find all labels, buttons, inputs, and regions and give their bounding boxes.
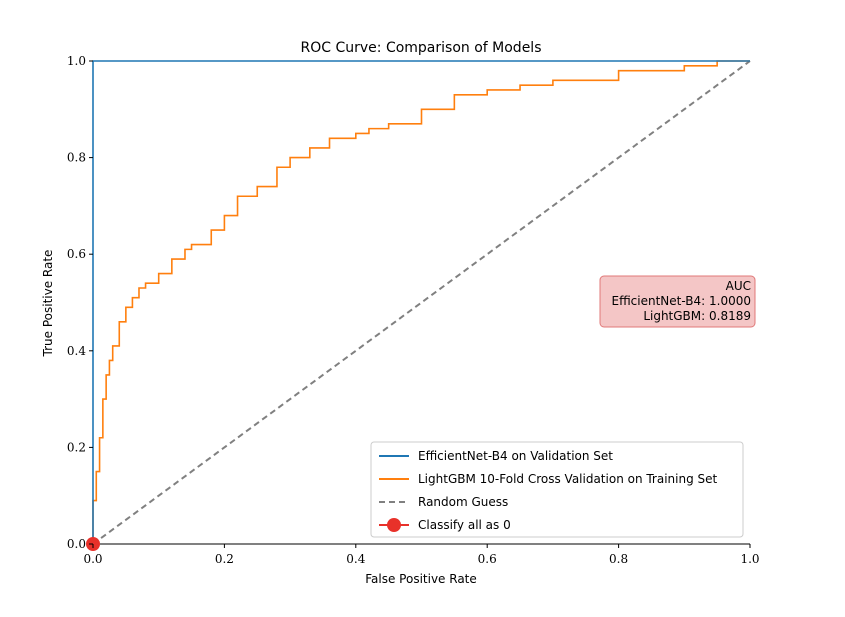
auc-annotation-line: EfficientNet-B4: 1.0000 [612,294,752,308]
legend-label: LightGBM 10-Fold Cross Validation on Tra… [418,472,718,486]
x-tick-label: 0.2 [215,552,234,566]
legend-box [370,441,744,538]
x-tick-label: 0.4 [346,552,365,566]
y-tick-label: 0.4 [67,344,86,358]
auc-annotation-line: AUC [726,279,751,293]
auc-annotation-box [599,275,756,328]
x-tick-label: 0.6 [478,552,497,566]
legend-label: Random Guess [418,495,508,509]
lightgbm-roc-line [92,60,750,544]
chart-title: ROC Curve: Comparison of Models [301,40,542,56]
y-tick-label: 0.0 [67,537,86,551]
y-tick-label: 1.0 [67,54,86,68]
legend-label: Classify all as 0 [418,518,511,532]
y-tick-label: 0.8 [67,151,86,165]
x-tick-label: 0.8 [609,552,628,566]
legend-label: EfficientNet-B4 on Validation Set [418,449,613,463]
random-guess-line [92,60,751,545]
y-tick-label: 0.2 [67,440,86,454]
x-axis-label: False Positive Rate [365,572,477,586]
y-tick-label: 0.6 [67,247,86,261]
x-tick-label: 0.0 [83,552,102,566]
auc-annotation-line: LightGBM: 0.8189 [643,309,751,323]
legend-marker [387,518,401,532]
x-tick-label: 1.0 [740,552,759,566]
y-axis-label: True Positive Rate [41,250,55,358]
